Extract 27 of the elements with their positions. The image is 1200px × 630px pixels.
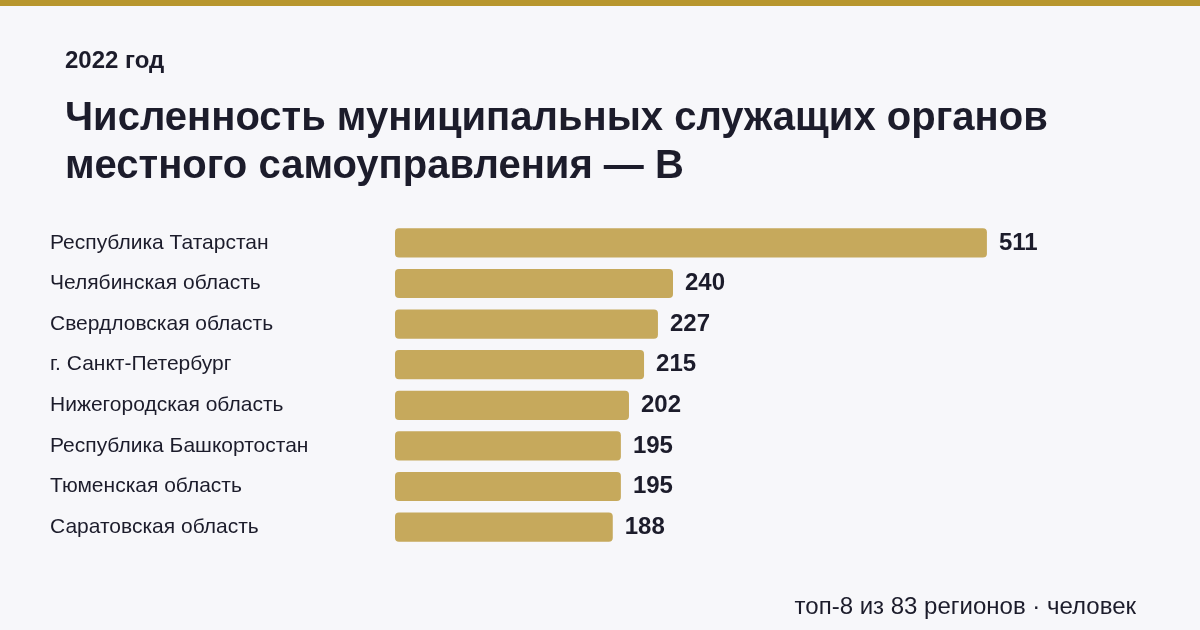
data-label: 215: [656, 349, 697, 377]
bar: [395, 390, 629, 420]
y-tick-label: Нижегородская область: [50, 392, 284, 416]
text: топ-8 из 83 регионов · человек: [794, 592, 1136, 620]
data-label: 188: [624, 511, 665, 539]
text: 2022 год: [65, 46, 165, 74]
data-label: 511: [998, 227, 1038, 255]
y-tick-label: Свердловская область: [50, 310, 274, 334]
y-tick-label: Республика Татарстан: [50, 229, 269, 253]
y-tick-label: Тюменская область: [50, 473, 242, 497]
data-label: 240: [685, 268, 726, 296]
data-label: 202: [640, 389, 682, 417]
bar: [395, 512, 613, 542]
bar: [395, 268, 673, 299]
bar: [395, 431, 621, 461]
bar: [395, 228, 987, 258]
data-label: 195: [632, 471, 673, 499]
bar: [395, 309, 658, 339]
y-tick-label: Республика Башкортостан: [50, 432, 309, 456]
bar: [395, 471, 621, 502]
chart-title: Численность муниципальных служащих органов местного самоуправления — В: [65, 93, 1049, 188]
y-tick-label: г. Санкт-Петербург: [50, 351, 232, 375]
data-label: 227: [669, 308, 710, 336]
bar: [395, 350, 645, 380]
data-label: 195: [632, 430, 673, 458]
y-tick-label: Челябинская область: [50, 270, 261, 294]
y-tick-label: Саратовская область: [50, 513, 259, 537]
